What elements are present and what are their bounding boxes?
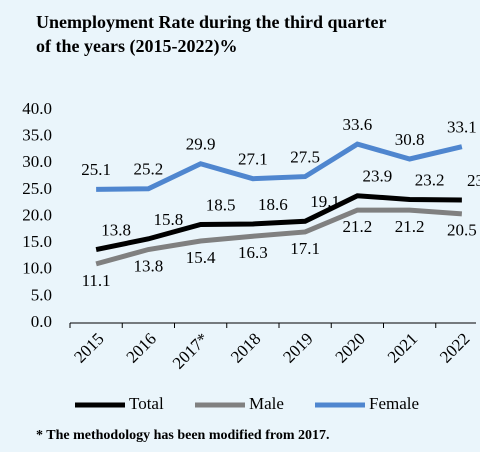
legend-label: Total xyxy=(129,394,164,413)
data-label: 18.6 xyxy=(258,195,288,214)
data-label: 13.8 xyxy=(101,220,131,239)
data-label: 33.6 xyxy=(343,115,373,134)
data-label: 25.1 xyxy=(81,160,111,179)
data-label: 27.1 xyxy=(238,150,268,169)
data-label: 30.8 xyxy=(395,130,425,149)
data-label: 23.9 xyxy=(363,167,393,186)
data-label: 16.3 xyxy=(238,243,268,262)
y-tick-label: 40.0 xyxy=(22,99,52,118)
y-tick-label: 10.0 xyxy=(22,259,52,278)
data-label: 11.1 xyxy=(82,271,111,290)
line xyxy=(95,193,462,252)
line xyxy=(95,207,463,267)
data-label: 33.1 xyxy=(447,118,477,137)
data-label: 21.2 xyxy=(395,217,425,236)
legend-label: Male xyxy=(249,394,284,413)
data-label: 23.1 xyxy=(467,171,480,190)
line xyxy=(96,141,463,192)
data-label: 15.8 xyxy=(154,210,184,229)
y-tick-label: 30.0 xyxy=(22,152,52,171)
footnote: * The methodology has been modified from… xyxy=(36,428,330,443)
data-label: 13.8 xyxy=(134,256,164,275)
data-label: 20.5 xyxy=(447,221,477,240)
data-label: 25.2 xyxy=(134,160,164,179)
y-tick-label: 15.0 xyxy=(22,232,52,251)
chart-title-line-1: Unemployment Rate during the third quart… xyxy=(36,12,386,32)
y-tick-label: 20.0 xyxy=(22,205,52,224)
data-label: 29.9 xyxy=(186,135,216,154)
chart-title-line-2: of the years (2015-2022)% xyxy=(36,36,237,57)
y-tick-label: 0.0 xyxy=(31,312,52,331)
y-tick-label: 5.0 xyxy=(31,285,52,304)
data-label: 15.4 xyxy=(186,248,216,267)
data-label: 21.2 xyxy=(343,217,373,236)
y-tick-label: 35.0 xyxy=(22,126,52,145)
y-tick-label: 25.0 xyxy=(22,179,52,198)
data-label: 19.1 xyxy=(310,192,340,211)
data-label: 23.2 xyxy=(415,170,445,189)
data-label: 27.5 xyxy=(290,147,320,166)
data-label: 18.5 xyxy=(206,195,236,214)
data-label: 17.1 xyxy=(290,239,320,258)
legend-label: Female xyxy=(369,394,419,413)
